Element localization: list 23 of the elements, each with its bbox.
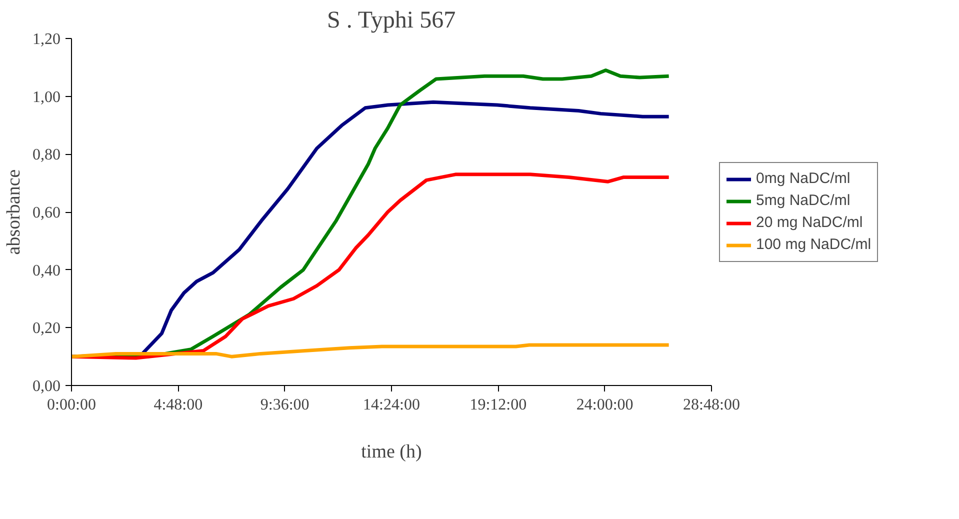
x-tick-label: 14:24:00 <box>363 396 420 414</box>
y-tick-label: 1,20 <box>32 31 60 48</box>
x-tick-label: 9:36:00 <box>260 396 310 414</box>
y-tick-label: 0,40 <box>32 262 60 280</box>
line-series <box>72 172 671 360</box>
y-tick-label: 0,80 <box>32 146 60 164</box>
y-tick-label: 1,00 <box>32 88 60 106</box>
x-tick-label: 19:12:00 <box>470 396 527 414</box>
line-series <box>72 343 671 358</box>
x-tick-label: 28:48:00 <box>683 396 740 414</box>
x-axis-title: time (h) <box>361 442 422 462</box>
y-axis-title: absorbance <box>4 169 24 255</box>
x-tick-label: 0:00:00 <box>47 396 96 414</box>
y-tick-label: 0,00 <box>32 378 60 395</box>
x-tick-label: 24:00:00 <box>576 396 634 414</box>
x-tick-label: 4:48:00 <box>154 396 203 414</box>
legend-label: 5mg NaDC/ml <box>756 192 850 209</box>
y-tick-label: 0,20 <box>32 320 60 338</box>
legend-label: 0mg NaDC/ml <box>756 170 850 187</box>
legend-label: 100 mg NaDC/ml <box>756 236 872 253</box>
chart-title: S . Typhi 567 <box>327 8 456 34</box>
legend-label: 20 mg NaDC/ml <box>756 214 863 231</box>
y-tick-label: 0,60 <box>32 204 60 222</box>
